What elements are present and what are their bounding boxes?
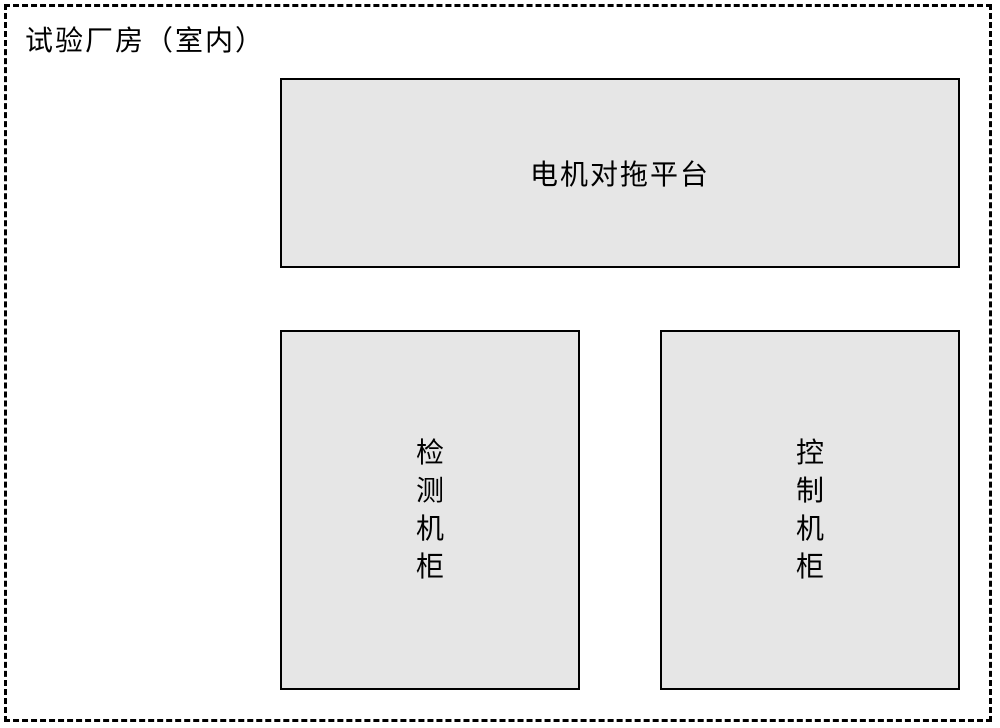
box-detect-cabinet: 检测机柜	[280, 330, 580, 690]
box-motor-platform: 电机对拖平台	[280, 78, 960, 268]
box-motor-platform-label: 电机对拖平台	[530, 153, 710, 193]
box-control-cabinet: 控制机柜	[660, 330, 960, 690]
outer-title: 试验厂房（室内）	[25, 19, 265, 59]
box-control-cabinet-label: 控制机柜	[796, 434, 824, 585]
box-detect-cabinet-label: 检测机柜	[416, 434, 444, 585]
